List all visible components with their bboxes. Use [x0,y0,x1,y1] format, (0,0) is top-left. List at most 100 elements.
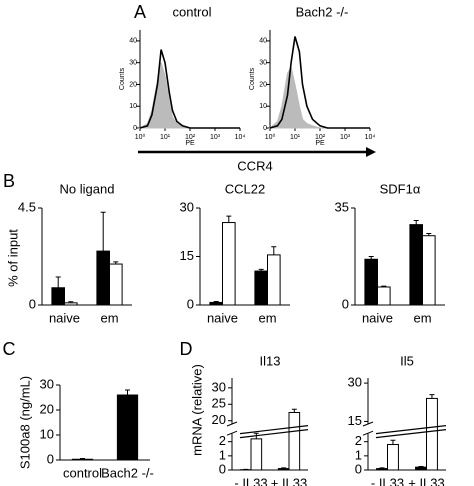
y-tick-label: 0 [133,125,137,132]
x-tick-label: em [413,310,431,325]
chart-title: CCL22 [225,181,265,196]
bar [71,458,94,461]
x-tick-label: 10⁰ [265,133,276,141]
x-tick-label: 10¹ [290,134,301,141]
bar [222,222,236,306]
histogram-line [269,36,370,129]
error-bar [390,439,396,445]
error-bar [68,301,74,303]
chart-title: SDF1α [380,181,421,196]
y-tick-label: 10 [259,103,267,110]
error-bar [113,261,119,265]
bar [277,468,290,471]
y-tick-label: 15 [180,248,194,263]
y-tick-label: 0 [355,461,362,476]
histogram-area [268,65,370,129]
error-bar [125,389,130,395]
y-tick-label: 40 [259,38,267,45]
bar [415,466,427,471]
x-tick-label: - IL33 [371,475,404,486]
x-tick-label: naive [49,310,80,325]
bar [109,263,123,306]
error-bar [55,276,61,288]
bar [288,412,301,471]
error-bar [100,211,106,252]
x-tick-label: 10¹ [160,134,171,141]
y-tick-label: 10 [129,103,137,110]
axis-break [362,430,374,436]
y-tick-label: 40 [129,38,137,45]
y-tick-label: 30 [212,379,226,394]
x-tick-label: 10³ [340,134,351,141]
y-tick-label: 1 [355,447,362,462]
y-tick-label: 2 [219,433,226,448]
x-axis-label: CCR4 [237,158,272,173]
error-bar [271,246,277,255]
x-tick-label: naive [207,310,238,325]
chart-title: Il13 [260,353,281,368]
y-tick-label: 30 [348,375,362,390]
x-tick-label: naive [362,310,393,325]
panel-label: C [3,339,16,359]
error-bar [80,458,85,460]
y-tick-label: 0 [263,125,267,132]
bar [364,258,378,306]
y-tick-label: 20 [212,412,226,427]
y-tick-label: 15 [348,413,362,428]
x-tick-label: 10⁴ [365,134,376,141]
panel-label: D [180,339,193,359]
error-bar [429,394,435,399]
axis-break [362,421,374,427]
y-tick-label: 35 [335,199,349,214]
x-tick-label: + IL33 [271,475,308,486]
error-bar [368,256,374,260]
x-tick-label: 10⁰ [135,133,146,141]
x-tick-label: control [63,465,102,480]
y-axis-label: % of input [5,229,20,287]
x-tick-label: Bach2 -/- [101,465,154,480]
panel-label: A [134,2,146,22]
y-tick-label: 4.5 [18,199,36,214]
bar [64,302,78,306]
x-tick-label: - IL33 [234,475,267,486]
error-bar [258,268,264,272]
bar [377,286,391,306]
x-tick-label: em [258,310,276,325]
x-tick-label: 10⁴ [235,134,246,141]
arrow-head [366,147,376,157]
bar [422,235,436,306]
error-bar [418,465,424,468]
error-bar [213,300,219,303]
bar [409,224,423,306]
y-tick-label: 30 [40,376,54,391]
panel-label: B [3,171,15,191]
x-tick-label: + IL33 [408,475,445,486]
y-tick-label: 0 [29,296,36,311]
axis-break [226,421,238,427]
chart-title: Bach2 -/- [296,4,349,19]
y-tick-label: 10 [40,426,54,441]
y-tick-label: 20 [129,81,137,88]
y-tick-label: 2 [355,433,362,448]
y-tick-label: 20 [40,401,54,416]
y-axis-label: mRNA (relative) [189,364,204,456]
error-bar [426,232,432,236]
chart-title: control [172,4,211,19]
chart-title: No ligand [60,181,115,196]
bar [254,270,268,306]
y-tick-label: 1 [219,447,226,462]
x-axis-label: PE [315,140,325,147]
x-tick-label: 10³ [210,134,221,141]
bar [96,250,111,306]
bar [267,254,281,306]
histogram-line [139,49,240,129]
y-axis-label: Counts [119,67,126,90]
y-tick-label: 20 [259,81,267,88]
y-tick-label: 30 [129,60,137,67]
y-tick-label: 0 [342,296,349,311]
error-bar [381,285,387,287]
error-bar [226,215,232,223]
y-tick-label: 25 [212,396,226,411]
error-bar [291,408,297,413]
